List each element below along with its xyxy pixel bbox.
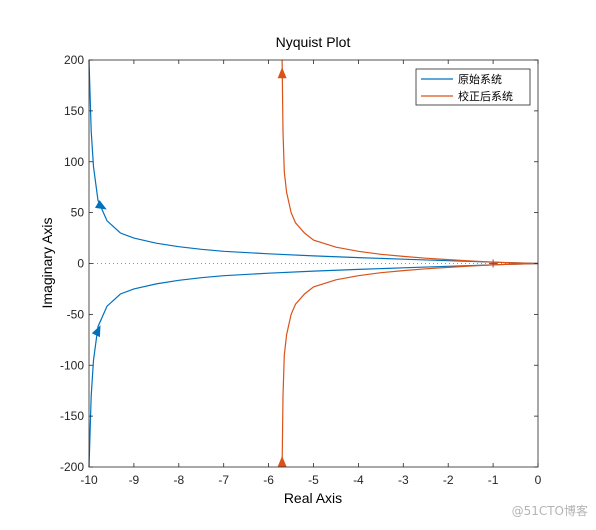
series-1-line-negative <box>281 262 539 468</box>
y-tick-label: -200 <box>60 460 84 474</box>
watermark: @51CTO博客 <box>511 504 588 518</box>
y-tick-label: 50 <box>71 206 85 220</box>
x-tick-label: -8 <box>173 473 184 487</box>
y-tick-label: -100 <box>60 358 84 372</box>
y-tick-label: 100 <box>64 155 84 169</box>
series-0-line-positive <box>88 59 539 265</box>
critical-point-marker <box>489 259 498 268</box>
legend-label-corrected: 校正后系统 <box>458 89 513 103</box>
legend-label-original: 原始系统 <box>458 72 502 86</box>
y-axis-title: Imaginary Axis <box>39 217 55 308</box>
x-tick-label: 0 <box>535 473 542 487</box>
legend: 原始系统 校正后系统 <box>415 68 531 106</box>
x-tick-label: -5 <box>308 473 319 487</box>
series-0-arrow-negative <box>91 325 101 338</box>
plot-title: Nyquist Plot <box>276 34 351 50</box>
series-1-line-positive <box>281 59 539 265</box>
y-tick-label: -150 <box>60 409 84 423</box>
y-tick-label: 150 <box>64 104 84 118</box>
series-0-line-negative <box>88 262 539 468</box>
series-1-arrow-negative <box>277 455 287 467</box>
x-tick-label: -7 <box>218 473 229 487</box>
x-tick-label: -4 <box>353 473 364 487</box>
y-tick-label: 200 <box>64 53 84 67</box>
series-1-arrow-positive <box>277 67 287 79</box>
axes-box <box>88 59 539 468</box>
y-tick-label: 0 <box>77 257 84 271</box>
x-tick-label: -10 <box>80 473 98 487</box>
x-tick-label: -9 <box>129 473 140 487</box>
series-0-arrow-positive <box>95 200 107 210</box>
x-tick-label: -1 <box>488 473 499 487</box>
x-axis-title: Real Axis <box>284 490 342 506</box>
x-tick-label: -6 <box>263 473 274 487</box>
x-tick-label: -3 <box>398 473 409 487</box>
x-tick-label: -2 <box>443 473 454 487</box>
legend-box <box>415 68 531 106</box>
y-tick-label: -50 <box>67 307 85 321</box>
